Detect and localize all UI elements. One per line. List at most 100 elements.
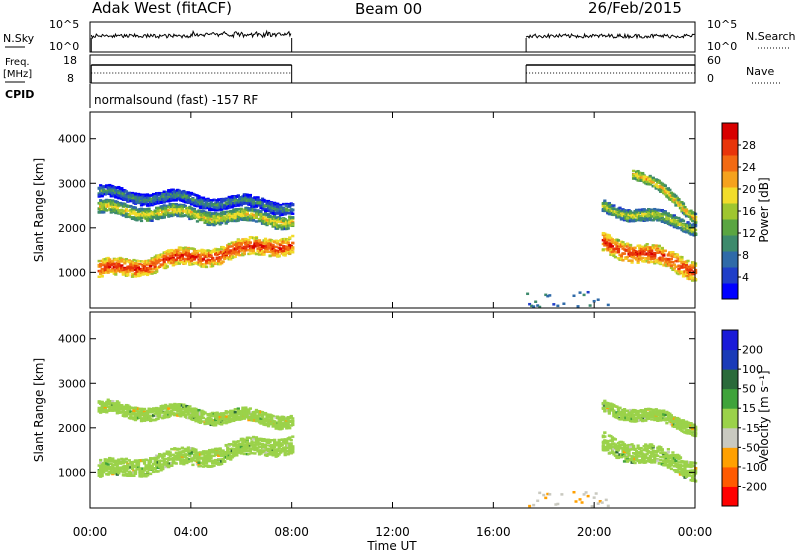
data-cell [641,172,644,175]
data-cell [630,259,633,262]
y-tick-label: 4000 [58,133,86,146]
data-cell [149,473,152,476]
data-cell [155,196,158,199]
data-cell [247,453,250,456]
data-cell [647,253,650,256]
data-cell [206,249,209,252]
data-cell [126,474,129,477]
data-cell [169,451,172,454]
data-cell [197,250,200,253]
data-cell [203,250,206,253]
data-cell [113,467,116,470]
data-cell [228,243,231,246]
data-cell [178,448,181,451]
data-cell [650,258,653,261]
data-cell [291,216,294,219]
data-cell [232,441,235,444]
data-cell [680,256,683,258]
data-cell [240,242,243,245]
data-cell [169,454,172,457]
data-cell [160,459,163,462]
data-cell [187,249,190,252]
nsky-trace [91,31,695,52]
data-cell [694,269,697,272]
data-cell [694,213,697,216]
data-cell [614,256,617,259]
data-cell [614,248,617,251]
data-cell [158,260,161,263]
data-cell [629,253,632,256]
data-cell [123,262,126,265]
data-cell [117,261,120,264]
data-cell [643,260,646,263]
data-cell [203,450,206,453]
data-cell [234,199,237,202]
data-cell [216,451,219,454]
data-cell [640,217,643,220]
data-cell [255,237,258,240]
data-cell [147,262,150,265]
data-cell [134,207,137,210]
data-cell [216,219,219,222]
data-cell [661,247,664,250]
data-cell [178,252,181,255]
data-cell [114,273,117,276]
data-cell [621,259,624,262]
data-cell [129,205,132,208]
data-cell [140,217,143,220]
data-cell [255,253,258,256]
data-cell [209,454,212,457]
data-cell [255,217,258,220]
data-cell [113,186,116,189]
data-cell [135,213,138,216]
data-cell [137,260,140,263]
data-cell [587,291,590,294]
nsky-line [526,34,694,38]
data-cell [237,440,240,443]
data-cell [603,199,606,202]
data-cell [187,258,190,261]
freq-tick-bottom: 8 [67,72,74,85]
y-tick-label: 3000 [58,177,86,190]
data-cell [107,463,110,466]
data-cell [244,238,247,241]
data-cell [155,270,158,273]
nsearch-tick-bottom: 10^0 [707,40,737,53]
data-cell [275,246,278,249]
date-title: 26/Feb/2015 [588,0,682,17]
data-cell [262,242,265,245]
data-cell [238,254,241,257]
data-cell [255,220,258,223]
data-cell [284,252,287,255]
data-cell [249,194,252,197]
data-cell [141,472,144,475]
data-cell [243,453,246,456]
data-cell [291,235,294,238]
data-cell [163,204,166,207]
data-cell [249,241,252,244]
data-cell [191,459,194,462]
freq-label: Freq. [5,57,30,68]
power-data-layer [98,170,698,308]
data-cell [181,254,184,257]
data-cell [258,443,261,446]
data-cell [694,216,697,219]
data-cell [623,252,626,255]
data-cell [694,232,697,235]
data-cell [231,245,234,248]
nsky-panel-frame [90,22,695,52]
data-cell [243,252,246,255]
data-cell [220,463,223,466]
data-cell [680,271,683,274]
data-cell [98,211,101,214]
data-cell [237,204,240,207]
data-cell [209,457,212,460]
data-cell [247,436,250,439]
data-cell [633,247,636,250]
data-cell [583,294,586,297]
freq-tick-top: 18 [63,54,77,67]
data-cell [196,220,199,223]
data-cell [147,214,150,217]
